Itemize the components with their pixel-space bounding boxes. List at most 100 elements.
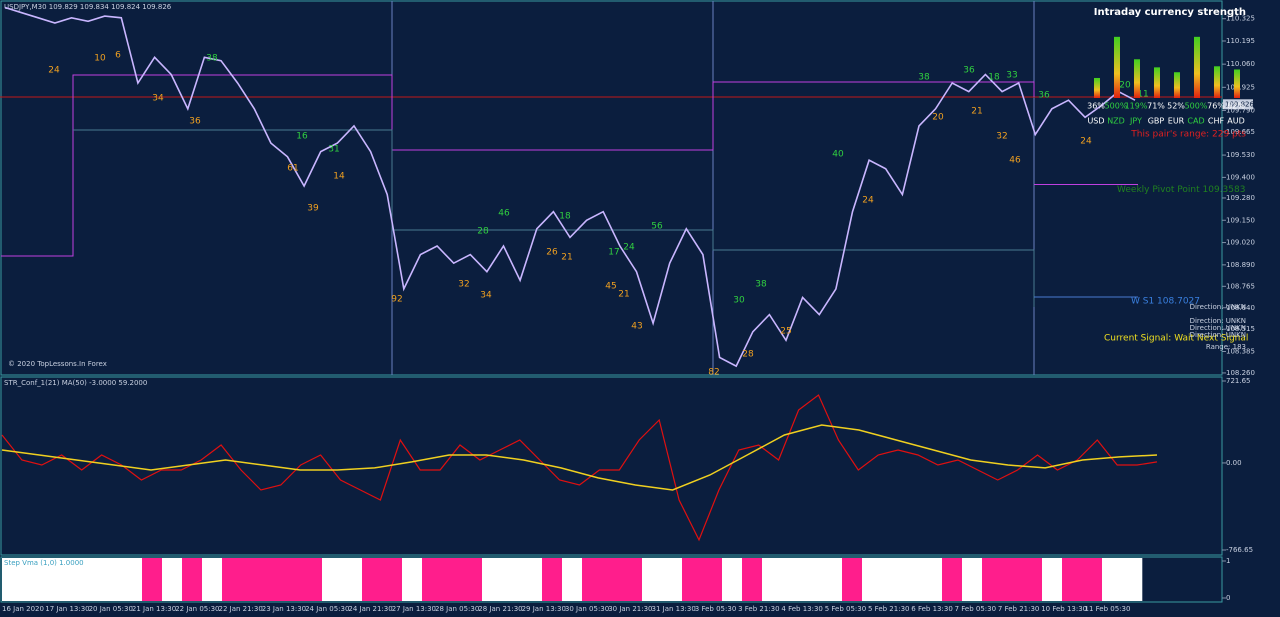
- signal-label: 40: [832, 150, 844, 160]
- state-cell: [402, 558, 423, 601]
- state-cell: [62, 558, 83, 601]
- state-cell: [922, 558, 943, 601]
- x-tick-label: 27 Jan 13:30: [392, 605, 436, 613]
- state-cell: [622, 558, 643, 601]
- state-cell: [582, 558, 603, 601]
- x-tick-label: 24 Jan 05:30: [305, 605, 349, 613]
- x-tick-label: 5 Feb 05:30: [825, 605, 866, 613]
- signal-label: 18: [988, 73, 1000, 83]
- signal-label: 25: [780, 327, 791, 337]
- y-tick-label: 110.325: [1226, 15, 1255, 23]
- signal-label: 28: [477, 227, 489, 237]
- state-cell: [122, 558, 143, 601]
- currency-label: JPY: [1129, 117, 1142, 126]
- state-cell: [962, 558, 983, 601]
- signal-label: 21: [971, 107, 982, 117]
- state-cell: [142, 558, 163, 601]
- signal-label: 56: [651, 222, 663, 232]
- state-cell: [682, 558, 703, 601]
- state-cell: [22, 558, 43, 601]
- direction-label: Direction: UNKN: [1190, 331, 1246, 339]
- state-cell: [462, 558, 483, 601]
- state-cell: [602, 558, 623, 601]
- direction-label: Direction: UNKN: [1190, 324, 1246, 332]
- x-tick-label: 21 Jan 13:30: [132, 605, 176, 613]
- currency-label: AUD: [1227, 117, 1245, 126]
- y-tick-label: 109.020: [1226, 239, 1255, 247]
- signal-label: 34: [152, 94, 164, 104]
- strength-bar: [1154, 67, 1160, 98]
- y-tick-label: 108.515: [1226, 325, 1255, 333]
- oscillator-line: [1, 424, 1158, 491]
- state-cell: [42, 558, 63, 601]
- state-cell: [1082, 558, 1103, 601]
- state-cell: [82, 558, 103, 601]
- x-tick-label: 17 Jan 13:30: [45, 605, 89, 613]
- x-tick-label: 24 Jan 21:30: [348, 605, 392, 613]
- x-tick-label: 30 Jan 21:30: [608, 605, 652, 613]
- y-tick-label: 110.195: [1226, 37, 1255, 45]
- signal-label: 6: [115, 51, 121, 61]
- signal-label: 38: [206, 54, 218, 64]
- x-tick-label: 3 Feb 05:30: [695, 605, 736, 613]
- range-note: This pair's range: 229 pts: [1130, 130, 1246, 140]
- price-tag-label: 109.826: [1225, 100, 1254, 108]
- signal-label: 61: [287, 164, 298, 174]
- signal-label: 82: [708, 368, 719, 378]
- signal-label: 17: [608, 248, 619, 258]
- state-cell: [862, 558, 883, 601]
- y-tick-label: 109.790: [1226, 106, 1255, 114]
- signal-label: 36: [963, 66, 975, 76]
- y-tick-label: 721.65: [1226, 377, 1251, 385]
- panel-title: Step Vma (1,0) 1.0000: [4, 559, 84, 567]
- state-cell: [502, 558, 523, 601]
- state-cell: [262, 558, 283, 601]
- signal-label: 28: [742, 350, 754, 360]
- currency-label: GBP: [1148, 117, 1165, 126]
- currency-label: CHF: [1208, 117, 1225, 126]
- signal-label: 11: [1137, 90, 1148, 100]
- x-tick-label: 7 Feb 21:30: [998, 605, 1039, 613]
- panel-title: Intraday currency strength: [1094, 7, 1246, 18]
- y-tick-label: 0: [1226, 594, 1230, 602]
- signal-label: 10: [94, 54, 106, 64]
- state-cell: [542, 558, 563, 601]
- state-cell: [822, 558, 843, 601]
- strength-value: 119%: [1125, 102, 1148, 111]
- state-cell: [162, 558, 183, 601]
- y-tick-label: 108.260: [1226, 369, 1255, 377]
- signal-label: 24: [1080, 137, 1092, 147]
- state-cell: [202, 558, 223, 601]
- x-tick-label: 3 Feb 21:30: [738, 605, 779, 613]
- state-cell: [1122, 558, 1143, 601]
- x-tick-label: 30 Jan 05:30: [565, 605, 609, 613]
- state-cell: [1002, 558, 1023, 601]
- signal-label: 30: [733, 296, 745, 306]
- pivot-label: Weekly Pivot Point 109.3583: [1117, 185, 1245, 195]
- strength-value: 500%: [1185, 102, 1208, 111]
- state-cell: [242, 558, 263, 601]
- signal-label: 14: [333, 172, 345, 182]
- signal-label: 36: [1038, 91, 1050, 101]
- x-tick-label: 20 Jan 05:30: [89, 605, 133, 613]
- strength-bar: [1094, 77, 1100, 98]
- signal-label: 46: [1009, 156, 1021, 166]
- strength-value: 500%: [1105, 102, 1128, 111]
- panel-title: STR_Conf_1(21) MA(50) -3.0000 59.2000: [4, 379, 147, 387]
- state-cell: [482, 558, 503, 601]
- y-tick-label: 108.765: [1226, 282, 1255, 290]
- state-cell: [742, 558, 763, 601]
- range-line: [73, 129, 1035, 307]
- signal-label: 32: [458, 280, 469, 290]
- y-tick-label: 108.890: [1226, 261, 1255, 269]
- x-tick-label: 28 Jan 05:30: [435, 605, 479, 613]
- s1-label: W S1 108.7027: [1131, 296, 1200, 306]
- signal-label: 21: [561, 253, 572, 263]
- state-cell: [1042, 558, 1063, 601]
- state-cell: [1102, 558, 1123, 601]
- signal-label: 36: [189, 117, 201, 127]
- y-tick-label: -766.65: [1226, 546, 1253, 554]
- currency-label: NZD: [1107, 117, 1125, 126]
- signal-label: 45: [605, 282, 616, 292]
- signal-label: 38: [918, 73, 930, 83]
